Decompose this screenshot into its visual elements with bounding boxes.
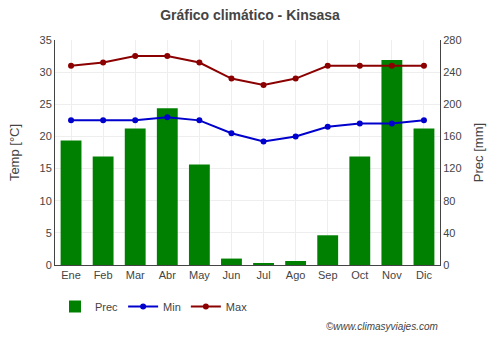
svg-text:40: 40: [443, 227, 455, 239]
svg-text:Temp [°C]: Temp [°C]: [7, 124, 22, 181]
svg-text:25: 25: [40, 98, 52, 110]
svg-text:80: 80: [443, 195, 455, 207]
svg-text:20: 20: [40, 130, 52, 142]
svg-text:10: 10: [40, 195, 52, 207]
svg-text:30: 30: [40, 66, 52, 78]
svg-text:35: 35: [40, 34, 52, 46]
svg-text:May: May: [189, 269, 210, 281]
svg-text:Gráfico climático - Kinsasa: Gráfico climático - Kinsasa: [160, 7, 340, 23]
svg-text:Abr: Abr: [159, 269, 176, 281]
svg-text:Ago: Ago: [286, 269, 306, 281]
svg-text:280: 280: [443, 34, 461, 46]
svg-text:160: 160: [443, 130, 461, 142]
svg-text:0: 0: [46, 259, 52, 271]
svg-text:Oct: Oct: [351, 269, 368, 281]
svg-text:Jun: Jun: [223, 269, 241, 281]
svg-text:Prec: Prec: [95, 301, 118, 313]
svg-text:Feb: Feb: [94, 269, 113, 281]
svg-text:Max: Max: [226, 301, 247, 313]
svg-text:Prec [mm]: Prec [mm]: [471, 123, 486, 182]
svg-text:240: 240: [443, 66, 461, 78]
svg-text:Sep: Sep: [318, 269, 338, 281]
svg-text:5: 5: [46, 227, 52, 239]
svg-text:Min: Min: [163, 301, 181, 313]
svg-text:15: 15: [40, 162, 52, 174]
svg-text:0: 0: [443, 259, 449, 271]
svg-text:Nov: Nov: [382, 269, 402, 281]
svg-text:Jul: Jul: [257, 269, 271, 281]
svg-text:120: 120: [443, 162, 461, 174]
svg-text:Dic: Dic: [416, 269, 432, 281]
svg-text:Ene: Ene: [61, 269, 81, 281]
svg-text:Mar: Mar: [126, 269, 145, 281]
svg-text:200: 200: [443, 98, 461, 110]
svg-text:©www.climasyviajes.com: ©www.climasyviajes.com: [326, 321, 438, 332]
